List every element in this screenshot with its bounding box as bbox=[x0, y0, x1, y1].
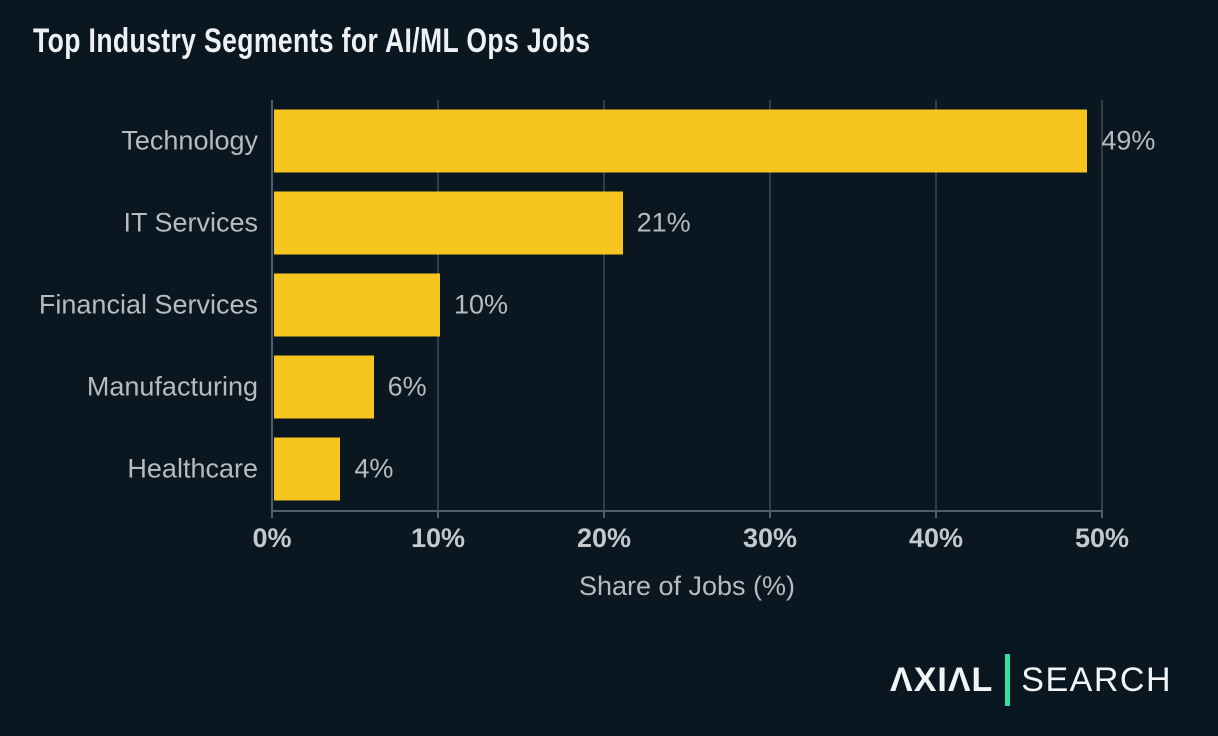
brand-divider-bar bbox=[1005, 654, 1011, 706]
plot-area: Share of Jobs (%) Technology 49% IT Servic… bbox=[39, 100, 1155, 601]
x-axis-tick bbox=[935, 512, 937, 518]
gridline bbox=[769, 100, 771, 510]
value-label: 49% bbox=[1101, 125, 1156, 156]
x-axis-tick bbox=[437, 512, 439, 518]
bar bbox=[274, 109, 1088, 173]
category-label: Financial Services bbox=[38, 289, 258, 320]
category-label: Technology bbox=[121, 125, 258, 156]
gridline bbox=[935, 100, 937, 510]
gridline bbox=[603, 100, 605, 510]
bar bbox=[274, 437, 341, 501]
category-label: Healthcare bbox=[127, 453, 258, 484]
category-label: IT Services bbox=[123, 207, 258, 238]
x-tick-label: 10% bbox=[410, 523, 466, 553]
gridline bbox=[1101, 100, 1103, 510]
value-label: 21% bbox=[636, 207, 691, 238]
bar-row: IT Services 21% bbox=[123, 182, 1102, 264]
value-label: 10% bbox=[454, 289, 509, 320]
brand-wordmark-primary: ΛXIΛL bbox=[890, 660, 994, 699]
x-axis-tick bbox=[769, 512, 771, 518]
chart-title: Top Industry Segments for AI/ML Ops Jobs bbox=[33, 22, 591, 60]
brand-wordmark-secondary: SEARCH bbox=[1021, 660, 1172, 699]
x-axis-tick bbox=[603, 512, 605, 518]
x-axis-title: Share of Jobs (%) bbox=[578, 571, 796, 601]
x-axis-line bbox=[271, 510, 1103, 512]
bar-row: Manufacturing 6% bbox=[87, 346, 1102, 428]
brand-logo: ΛXIΛL SEARCH bbox=[890, 652, 1172, 708]
bar-row: Technology 49% bbox=[121, 100, 1155, 182]
bar-row: Healthcare 4% bbox=[127, 428, 1102, 510]
x-tick-label: 0% bbox=[252, 523, 292, 553]
x-tick-label: 40% bbox=[908, 523, 964, 553]
bar bbox=[274, 355, 374, 419]
value-label: 6% bbox=[387, 371, 427, 402]
bar bbox=[274, 273, 440, 337]
x-tick-label: 30% bbox=[742, 523, 798, 553]
x-axis-tick bbox=[1101, 512, 1103, 518]
value-label: 4% bbox=[354, 453, 394, 484]
category-label: Manufacturing bbox=[86, 371, 258, 402]
x-tick-label: 50% bbox=[1074, 523, 1130, 553]
x-axis-tick bbox=[271, 512, 273, 518]
y-axis-line bbox=[271, 100, 273, 510]
bar-row: Financial Services 10% bbox=[39, 264, 1102, 346]
x-tick-label: 20% bbox=[576, 523, 632, 553]
bar bbox=[274, 191, 623, 255]
